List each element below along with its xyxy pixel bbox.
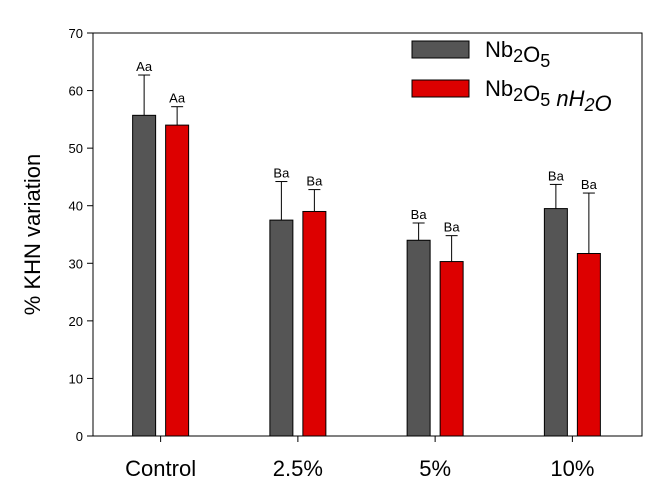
y-tick-label: 30 xyxy=(69,256,83,271)
bar xyxy=(406,239,431,437)
bar xyxy=(543,208,568,437)
significance-label: Ba xyxy=(411,207,428,222)
y-tick-label: 50 xyxy=(69,141,83,156)
y-tick-label: 10 xyxy=(69,371,83,386)
significance-label: Ba xyxy=(548,168,565,183)
legend-swatch xyxy=(411,79,470,98)
legend-entry: Nb2O5 nH2O xyxy=(485,76,612,116)
significance-label: Ba xyxy=(306,174,323,189)
y-tick-label: 20 xyxy=(69,314,83,329)
significance-label: Ba xyxy=(273,166,290,181)
bar xyxy=(132,114,157,437)
y-tick-label: 40 xyxy=(69,199,83,214)
y-tick-label: 0 xyxy=(76,429,83,444)
x-tick-label: 2.5% xyxy=(273,456,323,481)
plot-frame xyxy=(92,32,643,437)
legend-entry: Nb2O5 xyxy=(485,37,550,71)
bar xyxy=(165,124,190,437)
significance-label: Aa xyxy=(169,91,186,106)
bar xyxy=(269,219,294,437)
x-tick-label: Control xyxy=(125,456,196,481)
y-tick-label: 70 xyxy=(69,26,83,41)
significance-label: Ba xyxy=(581,177,598,192)
x-tick-label: 5% xyxy=(419,456,451,481)
x-tick-label: 10% xyxy=(550,456,594,481)
y-tick-label: 60 xyxy=(69,84,83,99)
bar xyxy=(576,252,601,437)
legend-swatch xyxy=(411,40,470,59)
bar xyxy=(439,261,464,437)
significance-label: Ba xyxy=(444,220,461,235)
bar xyxy=(302,210,327,437)
y-axis-label: % KHN variation xyxy=(20,154,45,315)
significance-label: Aa xyxy=(136,59,153,74)
